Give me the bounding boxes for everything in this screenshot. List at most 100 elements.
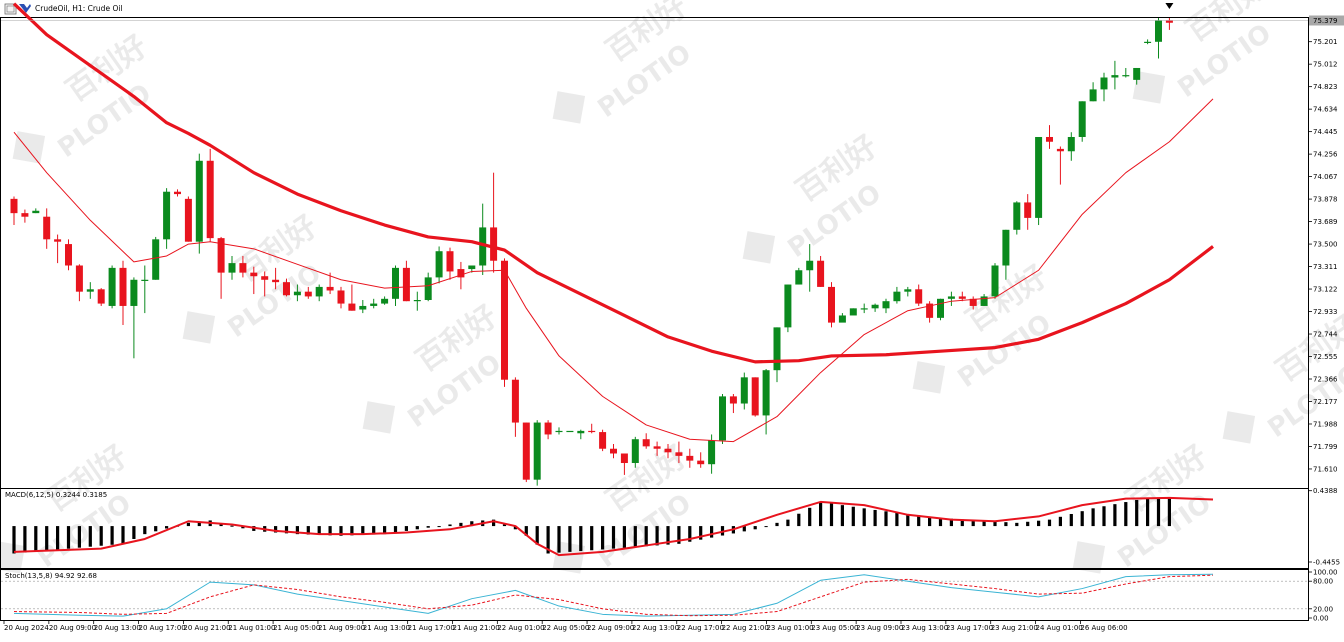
candle-body-104: [1144, 41, 1152, 43]
macd-bar-40: [448, 524, 452, 527]
watermark-logo-3: [552, 91, 586, 124]
macd-bar-11: [132, 526, 136, 539]
candle-body-62: [686, 455, 694, 461]
price-tick-label-12: 72.933: [1313, 308, 1338, 316]
price-tick-label-19: 71.610: [1313, 465, 1338, 473]
candle-body-21: [239, 263, 247, 273]
candle-body-0: [10, 198, 18, 214]
candle-body-80: [882, 301, 890, 309]
macd-bar-26: [295, 526, 299, 535]
macd-bar-33: [372, 526, 376, 535]
time-tick-label-6: 21 Aug 05:00: [273, 624, 320, 632]
time-tick-label-23: 24 Aug 01:00: [1036, 624, 1083, 632]
price-tick-label-5: 74.256: [1313, 151, 1338, 159]
macd-bar-2: [34, 526, 38, 552]
macd-tick-label-1: -0.4455: [1313, 558, 1340, 566]
candle-body-48: [533, 422, 541, 480]
price-tick-label-10: 73.311: [1313, 263, 1338, 271]
time-tick-label-7: 21 Aug 09:00: [318, 624, 365, 632]
candle-body-64: [708, 440, 716, 465]
macd-bar-32: [361, 526, 365, 535]
candle-body-35: [392, 267, 399, 299]
candle-body-66: [729, 396, 737, 404]
candle-body-68: [751, 377, 759, 416]
candle-body-1: [21, 213, 29, 217]
macd-bar-12: [143, 526, 147, 535]
time-tick-label-14: 22 Aug 13:00: [632, 624, 679, 632]
candle-body-29: [326, 286, 334, 291]
candle-body-100: [1100, 77, 1108, 90]
candle-body-60: [664, 448, 672, 453]
macd-bar-25: [284, 526, 289, 534]
candle-body-38: [424, 277, 432, 300]
macd-bar-79: [873, 509, 877, 527]
macd-bar-93: [1026, 521, 1030, 527]
candle-body-19: [217, 238, 225, 273]
macd-bar-36: [404, 526, 408, 531]
candle-body-72: [795, 270, 803, 285]
macd-chart: [12, 496, 1214, 557]
candle-body-10: [119, 267, 127, 306]
macd-bar-89: [982, 520, 986, 527]
window-title: CrudeOil, H1: Crude Oil: [35, 4, 123, 13]
candle-body-90: [991, 265, 999, 297]
macd-tick-label-0: 0.4388: [1313, 487, 1338, 495]
macd-bar-73: [808, 507, 812, 527]
chart-toolbar: CrudeOil, H1: Crude Oil: [4, 3, 123, 15]
candle-body-46: [511, 379, 519, 423]
time-tick-label-12: 22 Aug 05:00: [542, 624, 589, 632]
dropdown-arrow-icon[interactable]: [19, 4, 31, 13]
price-tick-label-3: 74.634: [1313, 106, 1338, 114]
price-tick-label-15: 72.366: [1313, 376, 1338, 384]
candle-body-6: [75, 265, 83, 292]
watermark-logo-10: [1072, 541, 1106, 574]
watermark-logo-4: [742, 231, 776, 264]
candle-body-73: [806, 260, 814, 271]
macd-bar-7: [88, 526, 92, 547]
candle-body-47: [522, 422, 530, 480]
macd-bar-92: [1015, 522, 1019, 527]
time-tick-label-0: 20 Aug 2024: [4, 624, 49, 632]
time-tick-label-15: 22 Aug 17:00: [677, 624, 724, 632]
macd-bar-6: [77, 526, 81, 548]
candle-body-105: [1155, 20, 1162, 42]
price-tick-label-16: 72.177: [1313, 398, 1338, 406]
macd-bar-56: [622, 526, 626, 548]
macd-bar-99: [1091, 508, 1095, 527]
candle-body-28: [315, 286, 323, 297]
time-tick-label-21: 23 Aug 17:00: [946, 624, 993, 632]
time-tick-label-11: 22 Aug 01:00: [497, 624, 544, 632]
candle-body-16: [184, 198, 192, 242]
last-price-box: [1309, 15, 1344, 26]
macd-bar-37: [415, 526, 419, 530]
macd-bar-104: [1146, 497, 1150, 527]
macd-bar-29: [328, 526, 332, 536]
macd-bar-13: [154, 526, 158, 532]
macd-bar-94: [1037, 520, 1041, 527]
macd-bar-58: [644, 526, 648, 547]
candle-body-30: [337, 290, 345, 304]
candle-body-55: [610, 448, 617, 454]
macd-bar-78: [862, 508, 866, 527]
macd-bar-47: [524, 526, 528, 536]
candle-body-50: [555, 430, 563, 433]
time-tick-label-10: 21 Aug 21:00: [453, 624, 500, 632]
macd-bar-81: [895, 512, 899, 527]
macd-bar-8: [99, 526, 103, 546]
candle-body-58: [642, 439, 650, 447]
macd-bar-1: [23, 526, 27, 553]
macd-bar-105: [1156, 498, 1161, 527]
time-tick-label-13: 22 Aug 09:00: [587, 624, 634, 632]
candle-body-103: [1133, 67, 1141, 80]
macd-bar-62: [688, 526, 692, 542]
macd-bar-96: [1058, 516, 1062, 527]
candle-body-36: [402, 267, 410, 302]
plotio-watermarks: PLOTIO百利好PLOTIO百利好PLOTIO百利好PLOTIO百利好PLOT…: [0, 0, 1344, 574]
candle-body-52: [577, 430, 585, 434]
stoch-caption: Stoch(13,5,8) 94.92 92.68: [5, 572, 97, 580]
candle-body-102: [1122, 75, 1130, 77]
time-tick-label-18: 23 Aug 05:00: [811, 624, 858, 632]
time-tick-label-9: 21 Aug 17:00: [408, 624, 455, 632]
